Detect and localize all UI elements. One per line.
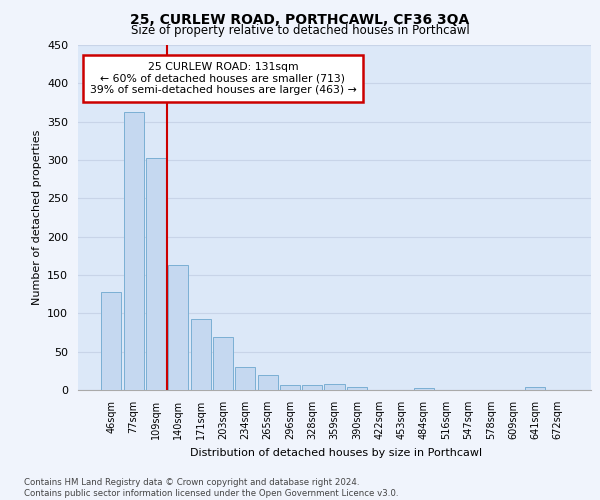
Bar (280, 384, 300, 390)
Bar (414, 388, 434, 390)
Bar (146, 158, 166, 390)
Bar (124, 112, 144, 390)
Bar (235, 367, 255, 390)
Text: Distribution of detached houses by size in Porthcawl: Distribution of detached houses by size … (190, 448, 482, 458)
Bar (168, 265, 188, 390)
Text: 25 CURLEW ROAD: 131sqm
← 60% of detached houses are smaller (713)
39% of semi-de: 25 CURLEW ROAD: 131sqm ← 60% of detached… (89, 62, 356, 95)
Bar (525, 387, 545, 390)
Bar (213, 337, 233, 390)
Bar (347, 387, 367, 390)
Y-axis label: Number of detached properties: Number of detached properties (32, 130, 41, 305)
Text: Size of property relative to detached houses in Porthcawl: Size of property relative to detached ho… (131, 24, 469, 37)
Bar (325, 384, 344, 390)
Bar (257, 376, 278, 390)
Text: Contains HM Land Registry data © Crown copyright and database right 2024.
Contai: Contains HM Land Registry data © Crown c… (24, 478, 398, 498)
Bar (191, 318, 211, 390)
Bar (302, 386, 322, 390)
Bar (101, 292, 121, 390)
Text: 25, CURLEW ROAD, PORTHCAWL, CF36 3QA: 25, CURLEW ROAD, PORTHCAWL, CF36 3QA (130, 12, 470, 26)
